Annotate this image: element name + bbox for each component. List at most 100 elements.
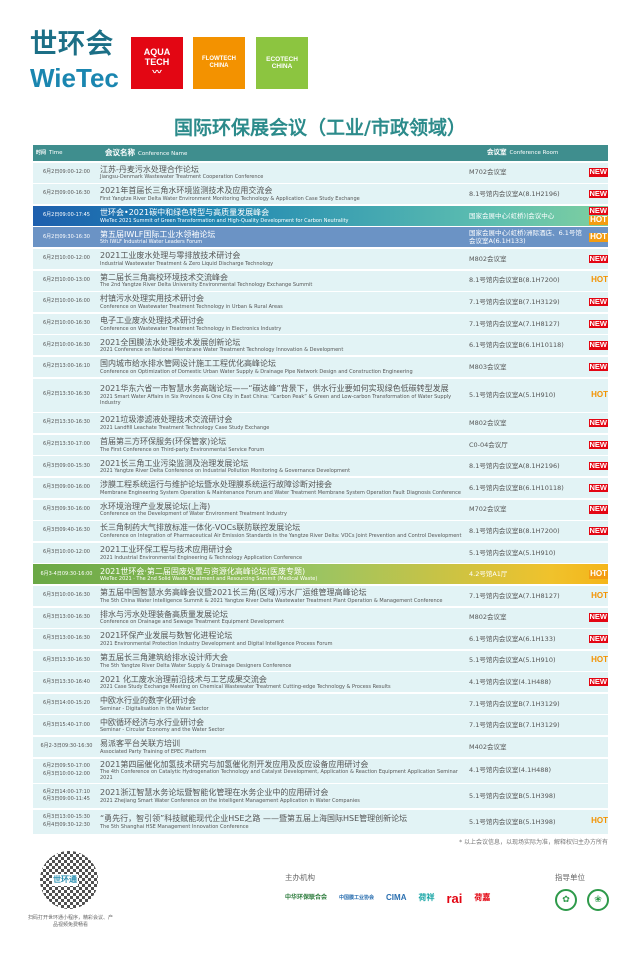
- row-badges: HOT: [583, 817, 608, 826]
- row-badges: NEW: [583, 168, 608, 177]
- table-row: 6月2日13:30-16:30 2021华东六省一市智慧水务高端论坛——“碳达峰”…: [33, 378, 608, 412]
- row-time: 6月2日13:30-16:30: [43, 419, 90, 426]
- name-en: Membrane Engineering System Operation & …: [100, 489, 461, 496]
- row-time: 6月3日15:40-17:00: [43, 721, 90, 728]
- row-badges: NEW: [583, 254, 608, 264]
- disclaimer-note: * 以上会议信息，以现场实际为准，解释权归主办方所有: [459, 838, 608, 846]
- new-badge: NEW: [588, 361, 608, 372]
- name-en: Conference on the Development of Water E…: [100, 511, 287, 518]
- name-cn: 2021第四届催化加氢技术研究与加氢催化剂开发应用及反应设备应用研讨会: [100, 759, 369, 769]
- organizer-logo: CIMA: [386, 893, 407, 903]
- row-room: 8.1号馆内会议室B(8.1H7200): [469, 276, 560, 285]
- row-room: 8.1号馆内会议室A(8.1H2196): [469, 189, 560, 198]
- new-badge: NEW: [588, 526, 608, 536]
- table-row: 6月2日09:30-16:30 第五届IWLF国际工业水领袖论坛 5th IWLF …: [33, 227, 608, 248]
- table-row: 6月2日10:00-13:00 第二届长三角高校环境技术交流峰会 The 2nd Y…: [33, 270, 608, 291]
- name-cn: 2021 化工废水治理前沿技术与工艺成果交流会: [100, 674, 267, 684]
- name-cn: 水环境治理产业发展论坛(上海): [100, 501, 211, 511]
- row-time: 6月2日10:00-16:30: [43, 320, 90, 327]
- row-badges: HOT: [583, 590, 608, 601]
- row-badges: NEW: [583, 461, 608, 471]
- row-name: 村镇污水处理实用技术研讨会 Conference on Wastewater Tr…: [97, 294, 469, 310]
- table-row: 6月2日13:30-17:00 首届第三方环保服务(环保管家)论坛 The Firs…: [33, 434, 608, 455]
- table-row: 6月3日09:30-16:00 水环境治理产业发展论坛(上海) Conference…: [33, 499, 608, 520]
- row-room: 4.2号馆A1厅: [469, 570, 508, 579]
- table-row: 6月2-3日09:30-16:30 易派客平台关联方培训 Associated Pa…: [33, 737, 608, 758]
- name-en: 2021 Environmental Protection Industry D…: [100, 640, 333, 647]
- name-en: 2021 Smart Water Affairs in Six Province…: [100, 393, 452, 406]
- row-room: 5.1号馆内会议室A(5.1H910): [469, 656, 556, 665]
- row-room: 国家会展中心(虹桥)|会议中心: [469, 211, 555, 220]
- row-room: M802会议室: [469, 418, 507, 427]
- flowtech-logo: FLOWTECH CHINA: [193, 37, 245, 89]
- row-badges: NEW: [583, 526, 608, 536]
- name-cn: 2021全国膜法水处理技术发展创新论坛: [100, 337, 241, 347]
- row-badges: NEW: [583, 319, 608, 328]
- hot-badge: HOT: [591, 816, 608, 826]
- row-time: 6月3日09:00-15:30: [43, 462, 90, 469]
- name-cn: 排水与污水处理装备高质量发展论坛: [100, 609, 228, 619]
- table-row: 6月3日15:40-17:00 中欧循环经济与水行业研讨会 Seminar - Ci…: [33, 715, 608, 736]
- name-en: The 2nd Yangtze River Delta University E…: [100, 282, 313, 289]
- table-row: 6月3-4日09:30-16:00 2021世环会·第二届固废处置与资源化高峰论坛…: [33, 564, 608, 585]
- guides-label: 指导单位: [555, 872, 585, 882]
- row-name: 2021垃圾渗滤液处理技术交流研讨会 2021 Landfill Leachate…: [97, 415, 469, 431]
- row-badges: HOT: [583, 569, 608, 579]
- row-name: 国内城市给水排水管网设计施工工程优化高峰论坛 Conference on Opti…: [97, 359, 469, 375]
- row-room: 5.1号馆内会议室A(5.1H910): [469, 390, 556, 399]
- row-time: 6月3日13:30-16:30: [43, 656, 90, 663]
- row-room: M802会议室: [469, 613, 507, 622]
- organizer-logo: rai: [446, 890, 463, 906]
- row-badges: HOT: [583, 655, 608, 665]
- seal-icon: ✿: [555, 888, 577, 911]
- hot-badge: HOT: [591, 590, 608, 600]
- row-time: 6月2日09:50-17:00 6月3日10:00-12:00: [43, 763, 90, 777]
- row-room: 4.1号馆内会议室(4.1H488): [469, 766, 552, 775]
- col-time: 时间 Time: [36, 149, 63, 156]
- row-time: 6月2-3日09:30-16:30: [40, 743, 93, 750]
- row-time: 6月2日10:00-16:00: [43, 298, 90, 305]
- name-cn: 易派客平台关联方培训: [100, 739, 180, 749]
- wave-icon: 〰: [152, 66, 162, 77]
- organizer-logo: 中国膜工业协会: [339, 895, 375, 902]
- row-time: 6月3日13:00-16:30: [43, 635, 90, 642]
- row-time: 6月3日09:30-16:00: [43, 505, 90, 512]
- row-name: 2021浙江智慧水务论坛暨智能化管理在水务企业中的应用研讨会 2021 Zheji…: [97, 788, 469, 804]
- row-badges: NEW: [583, 483, 608, 493]
- name-en: Conference on Drainage and Sewage Treatm…: [100, 619, 285, 626]
- row-time: 6月2日14:00-17:10 6月3日09:00-11:45: [43, 788, 90, 803]
- table-row: 6月2日10:00-16:00 村镇污水处理实用技术研讨会 Conference o…: [33, 292, 608, 313]
- name-en: Conference on Wastewater Treatment Techn…: [100, 304, 283, 310]
- table-row: 6月2日10:00-16:30 电子工业废水处理技术研讨会 Conference o…: [33, 313, 608, 334]
- row-room: 5.1号馆内会议室B(5.1H398): [469, 792, 556, 801]
- organizer-logo: 中华环保联合会: [285, 895, 328, 902]
- row-room: 7.1号馆内会议室A(7.1H8127): [469, 591, 560, 600]
- row-time: 6月3日13:30-16:40: [43, 678, 90, 685]
- hot-badge: HOT: [591, 389, 608, 399]
- name-cn: “勇先行，智引领”科技赋能现代企业HSE之路 ——暨第五届上海国际HSE管理创新…: [100, 814, 408, 824]
- name-en: The 4th Conference on Catalytic Hydrogen…: [100, 769, 458, 782]
- row-name: 长三角制药大气排放标准一体化-VOCs联防联控发展论坛 Conference on…: [97, 523, 469, 539]
- row-badges: NEW: [583, 505, 608, 514]
- name-en: 2021 Industrial Environmental Engineerin…: [100, 554, 303, 561]
- name-cn: 第五届IWLF国际工业水领袖论坛: [100, 229, 216, 239]
- name-cn: 2021长三角工业污染监测及治理发展论坛: [100, 458, 249, 468]
- seal-icon: ❀: [587, 888, 609, 911]
- row-name: 2021长三角工业污染监测及治理发展论坛 2021 Yangtze River D…: [97, 459, 469, 475]
- table-row: 6月3日13:30-16:40 2021 化工废水治理前沿技术与工艺成果交流会 20…: [33, 672, 608, 693]
- row-badges: HOT: [583, 232, 608, 242]
- row-time: 6月2日09:30-16:30: [43, 233, 90, 240]
- qr-label: 世环通: [52, 873, 78, 886]
- row-room: 7.1号馆内会议室B(7.1H3129): [469, 721, 560, 730]
- name-en: Conference on Optimization of Domestic U…: [100, 368, 413, 375]
- row-name: 涉膜工程系统运行与维护论坛暨水处理膜系统运行故障诊断对接会 Membrane En…: [97, 480, 469, 496]
- new-badge: NEW: [588, 633, 608, 644]
- name-cn: 国内城市给水排水管网设计施工工程优化高峰论坛: [100, 359, 276, 369]
- name-en: First Yangtze River Delta Water Environm…: [100, 195, 360, 202]
- new-badge: NEW: [588, 461, 608, 471]
- name-cn: 江苏-丹麦污水处理合作论坛: [100, 164, 199, 174]
- conference-table: 时间 Time 会议名称 Conference Name 会议室 Conference…: [33, 145, 608, 834]
- row-name: 水环境治理产业发展论坛(上海) Conference on the Develop…: [97, 502, 469, 518]
- row-room: M702会议室: [469, 168, 507, 177]
- row-name: 2021第四届催化加氢技术研究与加氢催化剂开发应用及反应设备应用研讨会 The 4…: [97, 760, 469, 782]
